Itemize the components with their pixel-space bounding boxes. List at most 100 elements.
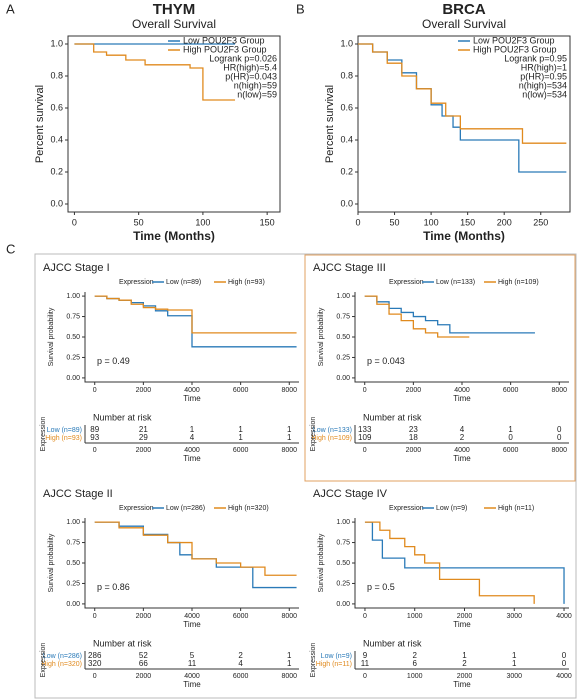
risk-count: 89: [90, 425, 99, 434]
risk-title: Number at risk: [93, 638, 152, 648]
panel-label: B: [296, 1, 305, 16]
risk-count: 1: [462, 651, 467, 660]
x-axis-label: Time: [453, 394, 471, 403]
risk-count: 1: [512, 651, 517, 660]
annotation: p(HR)=0.043: [225, 71, 277, 81]
risk-count: 52: [139, 651, 148, 660]
risk-count: 1: [190, 425, 195, 434]
legend-label: High (n=320): [228, 505, 269, 512]
survival-curve: [364, 295, 470, 338]
annotation: HR(high)=5.4: [223, 62, 277, 72]
risk-x-label: Time: [453, 680, 471, 689]
x-tick-label: 50: [390, 217, 400, 227]
x-tick-label: 150: [460, 217, 475, 227]
y-tick-label: 0.00: [336, 601, 350, 608]
y-tick-label: 0.4: [340, 134, 353, 144]
risk-count: 133: [358, 425, 372, 434]
risk-count: 1: [508, 425, 513, 434]
legend-title: Expression: [389, 279, 424, 286]
x-tick-label: 50: [134, 217, 144, 227]
x-tick-label: 6000: [503, 387, 519, 394]
risk-x-tick-label: 8000: [281, 447, 297, 454]
risk-x-tick-label: 1000: [407, 673, 423, 680]
risk-row-label: High (n=109): [311, 435, 352, 442]
chart-title: AJCC Stage IV: [313, 488, 388, 500]
risk-y-label: Expression: [310, 643, 317, 678]
x-axis-label: Time (Months): [423, 229, 505, 243]
y-tick-label: 0.25: [336, 580, 350, 587]
risk-count: 1: [287, 433, 292, 442]
risk-count: 0: [562, 659, 567, 668]
risk-x-tick-label: 6000: [233, 673, 249, 680]
risk-count: 1: [287, 651, 292, 660]
risk-row-label: High (n=11): [316, 661, 352, 668]
risk-count: 0: [557, 433, 562, 442]
y-tick-label: 1.0: [50, 38, 63, 48]
x-tick-label: 4000: [454, 387, 470, 394]
survival-curve: [364, 521, 535, 604]
chart-subtitle: Overall Survival: [422, 17, 506, 31]
survival-curve: [94, 295, 297, 334]
annotation: p(HR)=0.95: [520, 71, 567, 81]
x-tick-label: 8000: [551, 387, 567, 394]
risk-x-tick-label: 4000: [454, 447, 470, 454]
panel-label: C: [6, 241, 15, 256]
y-tick-label: 0.25: [66, 580, 80, 587]
legend-label: Low (n=9): [436, 505, 467, 512]
x-tick-label: 4000: [184, 613, 200, 620]
y-axis-label: Survival probability: [318, 307, 325, 366]
legend-label: High POU2F3 Group: [183, 44, 267, 54]
risk-count: 2: [412, 651, 417, 660]
x-tick-label: 8000: [281, 387, 297, 394]
risk-row-label: Low (n=89): [47, 427, 82, 434]
survival-curve: [358, 43, 567, 144]
x-axis-label: Time: [453, 620, 471, 629]
y-tick-label: 0.0: [50, 198, 63, 208]
risk-title: Number at risk: [93, 412, 152, 422]
risk-count: 21: [139, 425, 148, 434]
chart-title: THYM: [153, 1, 196, 18]
x-tick-label: 6000: [233, 387, 249, 394]
p-value: p = 0.043: [367, 356, 405, 366]
chart-title: AJCC Stage I: [43, 262, 110, 274]
x-axis-label: Time: [183, 394, 201, 403]
x-tick-label: 0: [363, 387, 367, 394]
x-tick-label: 0: [93, 613, 97, 620]
risk-count: 2: [238, 651, 243, 660]
risk-count: 93: [90, 433, 99, 442]
highlight-frame: [304, 254, 576, 482]
x-tick-label: 2000: [136, 613, 152, 620]
legend-label: Low (n=286): [166, 505, 205, 512]
legend-title: Expression: [119, 505, 154, 512]
risk-x-tick-label: 4000: [184, 447, 200, 454]
panel-label: A: [6, 1, 15, 16]
y-tick-label: 0.50: [66, 334, 80, 341]
axis-line: [84, 292, 299, 383]
risk-row-label: High (n=320): [41, 661, 82, 668]
risk-x-label: Time: [453, 454, 471, 463]
legend-label: Low POU2F3 Group: [473, 35, 555, 45]
x-tick-label: 6000: [233, 613, 249, 620]
risk-count: 286: [88, 651, 102, 660]
risk-count: 4: [190, 433, 195, 442]
risk-count: 4: [238, 659, 243, 668]
risk-x-tick-label: 8000: [551, 447, 567, 454]
y-tick-label: 1.0: [340, 38, 353, 48]
risk-x-tick-label: 3000: [506, 673, 522, 680]
axis-line: [354, 518, 569, 609]
y-tick-label: 0.50: [66, 560, 80, 567]
chart-title: AJCC Stage II: [43, 488, 113, 500]
x-tick-label: 4000: [184, 387, 200, 394]
risk-x-tick-label: 2000: [136, 447, 152, 454]
risk-count: 2: [460, 433, 465, 442]
risk-x-tick-label: 0: [93, 447, 97, 454]
x-tick-label: 2000: [136, 387, 152, 394]
risk-count: 109: [358, 433, 372, 442]
risk-count: 11: [188, 659, 197, 668]
risk-x-tick-label: 2000: [457, 673, 473, 680]
risk-count: 29: [139, 433, 148, 442]
plot-frame: [357, 35, 571, 213]
y-tick-label: 0.00: [66, 375, 80, 382]
annotation: Logrank p=0.026: [209, 53, 277, 63]
